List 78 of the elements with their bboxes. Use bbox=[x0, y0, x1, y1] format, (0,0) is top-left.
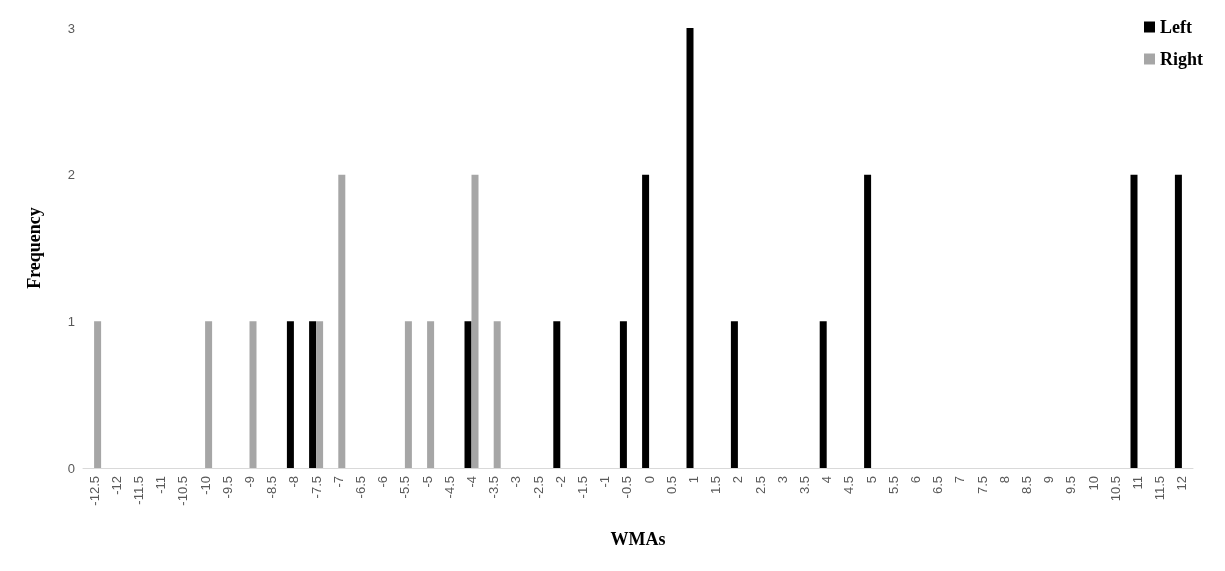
x-tick-label: -5.5 bbox=[397, 476, 413, 499]
x-tick-label: -9 bbox=[242, 476, 257, 488]
x-tick-label: 10.5 bbox=[1107, 476, 1123, 502]
bar bbox=[819, 321, 827, 468]
x-tick-label: 2 bbox=[730, 476, 746, 484]
x-tick-label: 3.5 bbox=[797, 476, 812, 495]
bar bbox=[730, 321, 738, 468]
x-tick-label: -9.5 bbox=[219, 476, 235, 499]
x-tick-label: -12 bbox=[108, 476, 124, 495]
x-tick-label: 2.5 bbox=[752, 476, 768, 495]
x-tick-label: -3 bbox=[508, 476, 524, 488]
x-tick-label: 8.5 bbox=[1019, 476, 1034, 495]
x-tick-label: -6.5 bbox=[353, 476, 368, 499]
x-tick-label: 9.5 bbox=[1063, 476, 1079, 495]
x-tick-label: 5.5 bbox=[885, 476, 901, 495]
bar bbox=[1174, 174, 1182, 468]
x-tick-label: -4 bbox=[464, 476, 479, 488]
x-tick-label: -6 bbox=[375, 476, 391, 488]
x-tick-label: 9 bbox=[1041, 476, 1057, 484]
x-tick-label: 7 bbox=[952, 476, 968, 484]
y-axis-title: Frequency bbox=[24, 207, 44, 289]
x-tick-label: 10 bbox=[1085, 476, 1101, 491]
x-tick-label: 0 bbox=[641, 476, 657, 484]
bar bbox=[493, 321, 501, 468]
bar bbox=[619, 321, 627, 468]
x-tick-label: 7.5 bbox=[974, 476, 990, 495]
x-tick-label: 5 bbox=[863, 476, 879, 484]
bar bbox=[205, 321, 213, 468]
bar bbox=[471, 174, 479, 468]
x-tick-label: 6 bbox=[908, 476, 923, 484]
bar bbox=[309, 321, 317, 468]
x-tick-label: -11 bbox=[153, 476, 169, 494]
x-tick-label: 12 bbox=[1174, 476, 1190, 491]
bar bbox=[286, 321, 294, 468]
y-tick-label: 3 bbox=[67, 20, 75, 36]
x-tick-label: 8 bbox=[996, 476, 1012, 484]
x-tick-label: -8 bbox=[286, 476, 302, 488]
bar bbox=[1130, 174, 1138, 468]
x-tick-label: -11.5 bbox=[131, 476, 146, 505]
x-tick-label: -12.5 bbox=[86, 476, 102, 506]
x-tick-label: -1 bbox=[597, 476, 613, 488]
x-tick-label: 6.5 bbox=[930, 476, 946, 495]
x-tick-label: 4.5 bbox=[841, 476, 857, 495]
bar bbox=[553, 321, 561, 468]
legend-label: Right bbox=[1160, 49, 1204, 69]
x-tick-label: -0.5 bbox=[619, 476, 635, 499]
x-tick-label: -4.5 bbox=[441, 476, 457, 499]
bar bbox=[464, 321, 472, 468]
y-tick-label: 2 bbox=[67, 167, 75, 183]
x-tick-label: 11.5 bbox=[1152, 476, 1168, 501]
bar bbox=[94, 321, 102, 468]
x-tick-label: -2 bbox=[552, 476, 568, 488]
x-tick-label: -10 bbox=[197, 476, 213, 495]
x-tick-label: 1 bbox=[686, 476, 701, 484]
bar bbox=[864, 174, 872, 468]
bar bbox=[316, 321, 324, 468]
x-tick-label: 1.5 bbox=[708, 476, 724, 495]
x-axis-title: WMAs bbox=[610, 529, 666, 549]
bar bbox=[338, 174, 346, 468]
x-tick-label: -8.5 bbox=[264, 476, 280, 499]
x-tick-label: 3 bbox=[774, 476, 790, 484]
x-tick-label: 11 bbox=[1130, 476, 1145, 490]
x-tick-label: -7 bbox=[330, 476, 346, 488]
x-tick-label: 4 bbox=[819, 476, 835, 484]
bar bbox=[427, 321, 435, 468]
bar bbox=[404, 321, 412, 468]
x-tick-label: -1.5 bbox=[575, 476, 590, 499]
x-tick-label: -7.5 bbox=[308, 476, 324, 499]
x-tick-label: 0.5 bbox=[663, 476, 679, 495]
y-tick-label: 1 bbox=[67, 313, 75, 329]
bar bbox=[686, 28, 694, 468]
bar bbox=[249, 321, 257, 468]
x-tick-label: -3.5 bbox=[486, 476, 502, 499]
x-tick-label: -5 bbox=[419, 476, 435, 488]
x-tick-label: -2.5 bbox=[530, 476, 546, 499]
bar bbox=[642, 174, 650, 468]
x-tick-label: -10.5 bbox=[175, 476, 191, 506]
legend-label: Left bbox=[1160, 17, 1192, 37]
